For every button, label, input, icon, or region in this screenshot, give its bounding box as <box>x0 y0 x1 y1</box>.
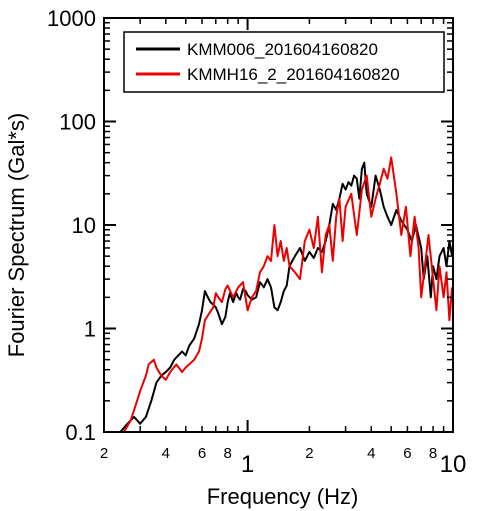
y-axis-label: Fourier Spectrum (Gal*s) <box>4 113 29 358</box>
axis-ticks: 1 10 2 4 6 8 2 4 6 8 0.1 1 10 100 1000 <box>47 6 466 478</box>
y-tick-label: 1000 <box>47 6 96 31</box>
legend: KMM006_201604160820 KMMH16_2_20160416082… <box>123 31 445 93</box>
y-tick-label: 100 <box>59 110 96 135</box>
x-major-tick-label: 10 <box>440 451 467 478</box>
x-axis-label: Frequency (Hz) <box>207 484 359 509</box>
legend-label-kmm006: KMM006_201604160820 <box>187 40 378 59</box>
y-tick-label: 1 <box>84 317 96 342</box>
x-minor-tick-label: 4 <box>162 445 170 462</box>
series-line-1 <box>123 156 453 432</box>
series-lines <box>119 156 453 432</box>
x-minor-tick-label: 6 <box>403 445 411 462</box>
series-line-0 <box>119 161 453 432</box>
x-minor-tick-label: 4 <box>367 445 375 462</box>
x-minor-tick-label: 2 <box>305 445 313 462</box>
legend-box <box>123 31 445 93</box>
y-tick-label: 10 <box>72 213 96 238</box>
legend-label-kmmh16: KMMH16_2_201604160820 <box>187 65 400 84</box>
x-minor-tick-label: 8 <box>429 445 437 462</box>
y-tick-label: 0.1 <box>65 420 96 445</box>
x-minor-tick-label: 6 <box>198 445 206 462</box>
x-minor-tick-label: 2 <box>100 445 108 462</box>
x-major-tick-label: 1 <box>241 451 254 478</box>
x-minor-tick-label: 8 <box>224 445 232 462</box>
